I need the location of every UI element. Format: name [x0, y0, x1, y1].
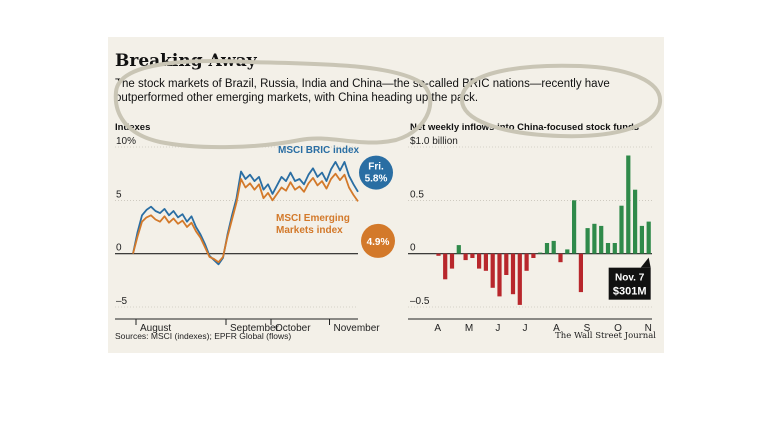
- emerging-end-value-label: 4.9%: [367, 237, 390, 248]
- right-y-tick-label: 0.5: [410, 189, 424, 200]
- right-x-tick-label: J: [495, 323, 500, 334]
- inflow-bar: [572, 200, 577, 254]
- left-y-tick-label: –5: [116, 296, 128, 307]
- inflow-bar: [626, 155, 631, 254]
- inflow-bar: [544, 243, 550, 254]
- inflow-bar: [551, 240, 556, 254]
- inflow-bar: [456, 245, 461, 254]
- left-x-tick-label: November: [334, 323, 381, 334]
- inflow-bar: [639, 225, 644, 254]
- right-y-tick-label: 0: [410, 243, 416, 254]
- right-y-tick-label: $1.0 billion: [410, 136, 458, 147]
- series-label-emerging-line1: MSCI Emerging: [276, 213, 350, 224]
- inflow-callout-date: Nov. 7: [615, 273, 645, 284]
- right-y-tick-label: –0.5: [410, 296, 430, 307]
- inflow-bar: [490, 253, 495, 288]
- inflow-bar: [510, 253, 516, 295]
- inflow-bar: [524, 253, 529, 271]
- left-y-tick-label: 0: [116, 243, 122, 254]
- inflow-callout-pointer: [640, 257, 651, 268]
- inflow-bar: [592, 223, 597, 254]
- series-label-emerging-line2: Markets index: [276, 225, 343, 236]
- inflow-bar: [531, 253, 536, 258]
- inflow-bar: [612, 243, 617, 254]
- inflow-bar: [578, 253, 583, 293]
- right-x-tick-label: M: [465, 323, 473, 334]
- inflow-bar: [504, 253, 509, 275]
- inflow-bar: [449, 253, 455, 269]
- inflow-bar: [619, 205, 624, 254]
- inflow-bar: [497, 253, 502, 297]
- inflow-bar: [585, 228, 590, 254]
- inflow-bar: [599, 225, 604, 254]
- series-label-bric: MSCI BRIC index: [278, 145, 360, 156]
- right-x-tick-label: J: [523, 323, 528, 334]
- inflow-bar: [633, 189, 638, 254]
- inflow-bar: [558, 253, 563, 263]
- chart-panel: Breaking Away The stock markets of Brazi…: [108, 37, 664, 353]
- inflow-bar: [565, 249, 570, 254]
- inflow-bar: [483, 253, 488, 271]
- left-y-tick-label: 10%: [116, 136, 136, 147]
- inflow-bar: [470, 253, 475, 258]
- inflow-bar: [436, 253, 441, 256]
- bric-end-date-label: Fri.: [368, 162, 384, 173]
- inflow-bar: [477, 253, 482, 269]
- inflow-bar: [443, 253, 448, 280]
- inflow-bar: [517, 253, 522, 305]
- left-y-tick-label: 5: [116, 189, 122, 200]
- inflow-bar: [646, 221, 651, 254]
- inflow-callout-value: $301M: [613, 286, 647, 298]
- bric-end-value-label: 5.8%: [365, 174, 388, 185]
- inflow-bar: [605, 243, 611, 254]
- publisher-credit: The Wall Street Journal: [555, 331, 656, 341]
- sources-note: Sources: MSCI (indexes); EPFR Global (fl…: [115, 331, 292, 341]
- right-x-tick-label: A: [434, 323, 441, 334]
- inflow-bar: [538, 252, 543, 254]
- inflow-bar: [463, 253, 468, 261]
